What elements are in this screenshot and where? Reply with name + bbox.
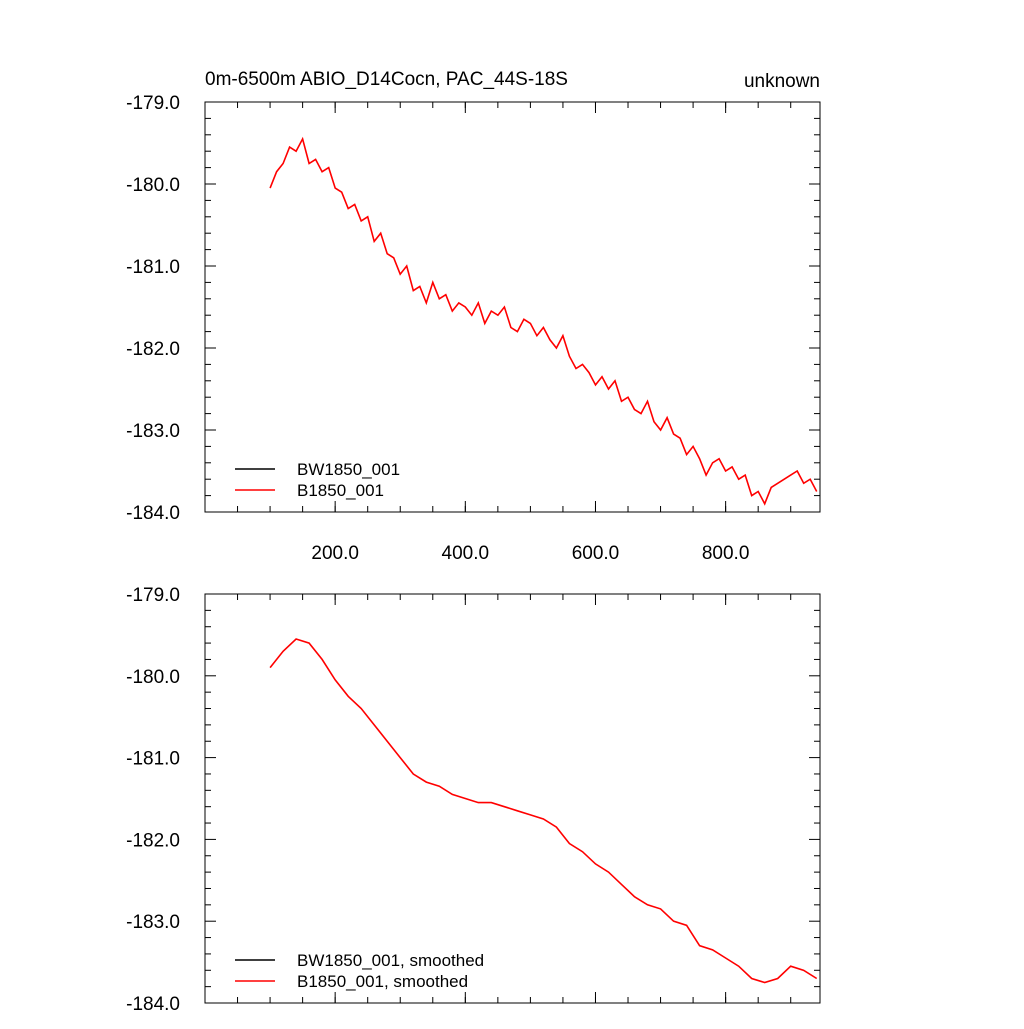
- series-line: [269, 136, 818, 506]
- y-tick-label: -182.0: [126, 830, 180, 851]
- legend-label: BW1850_001, smoothed: [297, 951, 484, 970]
- x-tick-label: 600.0: [572, 543, 620, 564]
- legend-label: BW1850_001: [297, 460, 400, 479]
- y-tick-label: -182.0: [126, 339, 180, 360]
- legend-label: B1850_001, smoothed: [297, 972, 468, 991]
- y-tick-label: -184.0: [126, 994, 180, 1015]
- plot-frame: [204, 593, 821, 1004]
- y-tick-label: -179.0: [126, 93, 180, 114]
- y-tick-label: -180.0: [126, 175, 180, 196]
- x-tick-label: 200.0: [311, 543, 359, 564]
- x-tick-label: 800.0: [702, 543, 750, 564]
- plot-frame: [204, 101, 821, 513]
- y-tick-label: -184.0: [126, 503, 180, 524]
- y-tick-label: -179.0: [126, 585, 180, 606]
- y-tick-label: -181.0: [126, 749, 180, 770]
- y-tick-label: -183.0: [126, 912, 180, 933]
- y-tick-label: -181.0: [126, 257, 180, 278]
- legend-label: B1850_001: [297, 481, 384, 500]
- y-tick-label: -183.0: [126, 421, 180, 442]
- series-line: [269, 638, 818, 984]
- chart-subtitle: unknown: [744, 71, 820, 92]
- chart-title: 0m-6500m ABIO_D14Cocn, PAC_44S-18S: [205, 69, 568, 90]
- x-tick-label: 400.0: [442, 543, 490, 564]
- y-tick-label: -180.0: [126, 667, 180, 688]
